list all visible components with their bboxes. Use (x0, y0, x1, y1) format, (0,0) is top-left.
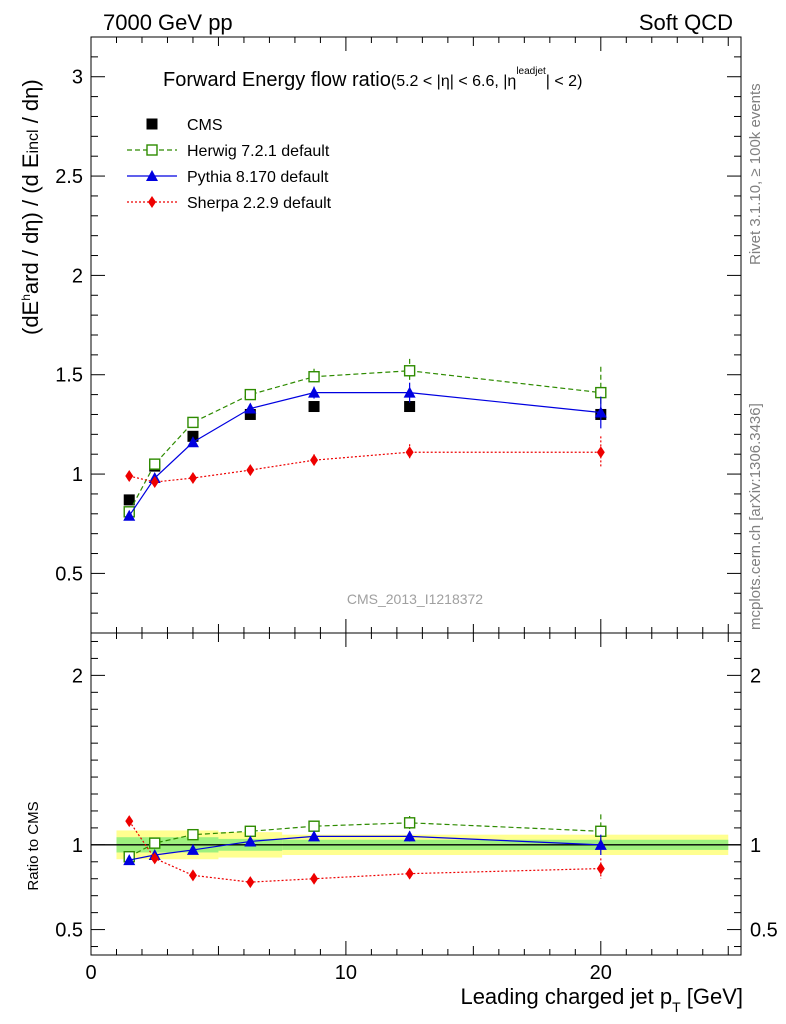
x-axis-label: Leading charged jet pT [GeV] (460, 984, 743, 1015)
main-title: Forward Energy flow ratio(5.2 < |η| < 6.… (163, 66, 582, 91)
data-point (596, 446, 605, 459)
data-point (403, 817, 416, 829)
main-title-text: Forward Energy flow ratio (163, 69, 391, 91)
data-point (403, 386, 416, 398)
data-point (244, 825, 257, 837)
legend-marker (146, 144, 158, 156)
data-point (308, 371, 320, 383)
legend-item: Sherpa 2.2.9 default (127, 195, 332, 212)
ratio-series-sherpa (125, 815, 605, 889)
data-point (594, 838, 607, 850)
data-point (310, 454, 319, 467)
series-line (128, 370, 601, 513)
data-point (149, 837, 161, 849)
legend-label: Pythia 8.170 default (187, 169, 329, 186)
panel-frame (90, 632, 742, 956)
y-tick-label: 2.5 (55, 166, 83, 188)
legend-item: CMS (146, 117, 223, 134)
main-title-sup: leadjet (516, 66, 546, 77)
y-tick-label: 2 (72, 265, 83, 287)
y-tick-label: 3 (72, 67, 83, 89)
data-point (125, 470, 134, 483)
data-point (150, 852, 159, 865)
x-axis-label-end: [GeV] (681, 984, 743, 1009)
data-point (246, 464, 255, 477)
data-point (403, 365, 416, 377)
y-tick-label: 1 (72, 464, 83, 486)
data-point (188, 869, 197, 882)
data-point (308, 830, 321, 842)
data-point (594, 406, 607, 418)
main-title-end: | < 2) (546, 73, 583, 90)
header-left: 7000 GeV pp (103, 10, 233, 35)
y-tick-label: 2 (72, 665, 83, 687)
x-axis-label-text: Leading charged jet p (460, 984, 672, 1009)
y-tick-label: 0.5 (55, 563, 83, 585)
legend-label: CMS (187, 117, 223, 134)
data-point (186, 436, 199, 448)
legend-label: Herwig 7.2.1 default (187, 143, 330, 160)
main-title-suffix: (5.2 < |η| < 6.6, |η (391, 73, 516, 90)
data-point (149, 458, 161, 470)
rivet-label: Rivet 3.1.10, ≥ 100k events (747, 83, 764, 265)
series-line (128, 392, 601, 517)
legend-item: Pythia 8.170 default (127, 169, 329, 186)
y-tick-label: 1.5 (55, 365, 83, 387)
legend: CMS Herwig 7.2.1 default Pythia 8.170 defa… (127, 117, 332, 212)
main-ylabel: (dEhard / dη) / (d Eincl / dη) (18, 79, 43, 335)
series-sherpa (125, 436, 605, 489)
series-pythia (123, 382, 607, 521)
watermark: CMS_2013_I1218372 (347, 591, 483, 607)
data-point (405, 446, 414, 459)
legend-marker (148, 196, 156, 208)
data-point (244, 835, 257, 847)
data-point (403, 830, 416, 842)
data-point (244, 388, 257, 401)
header-right: Soft QCD (639, 10, 733, 35)
legend-label: Sherpa 2.2.9 default (187, 195, 332, 212)
mcplots-label: mcplots.cern.ch [arXiv:1306.3436] (747, 403, 764, 630)
data-point (123, 854, 136, 866)
data-point (187, 828, 199, 841)
y-tick-label-right: 1 (750, 835, 761, 857)
data-point (125, 815, 134, 828)
data-point (404, 401, 416, 413)
data-point (308, 820, 320, 832)
data-point (123, 494, 135, 506)
data-point (150, 476, 159, 489)
data-point (405, 867, 414, 880)
legend-marker (146, 170, 158, 181)
data-point (123, 509, 136, 521)
series-line (129, 451, 601, 483)
main-panel: 0.5 1 1.5 2 2.5 3 (55, 36, 742, 634)
data-point (310, 872, 319, 885)
data-point (246, 876, 255, 889)
x-tick-label: 20 (590, 962, 612, 984)
panel-frame (90, 632, 742, 956)
y-tick-label-right: 2 (750, 665, 761, 687)
y-tick-label: 0.5 (55, 920, 83, 942)
legend-item: Herwig 7.2.1 default (127, 143, 330, 160)
y-tick-label: 1 (72, 835, 83, 857)
x-axis-label-sub: T (672, 999, 681, 1015)
data-point (244, 408, 256, 420)
x-tick-label: 0 (85, 962, 96, 984)
series-cms (123, 401, 607, 506)
ratio-ylabel: Ratio to CMS (25, 801, 42, 890)
data-point (308, 386, 321, 398)
y-tick-label-right: 0.5 (750, 920, 778, 942)
data-point (186, 843, 199, 855)
data-point (308, 401, 320, 413)
x-tick-label: 10 (335, 962, 357, 984)
data-point (188, 472, 197, 485)
data-point (595, 386, 607, 399)
data-point (596, 862, 605, 875)
data-point (187, 416, 199, 429)
data-point (244, 402, 257, 414)
legend-marker (146, 118, 158, 130)
